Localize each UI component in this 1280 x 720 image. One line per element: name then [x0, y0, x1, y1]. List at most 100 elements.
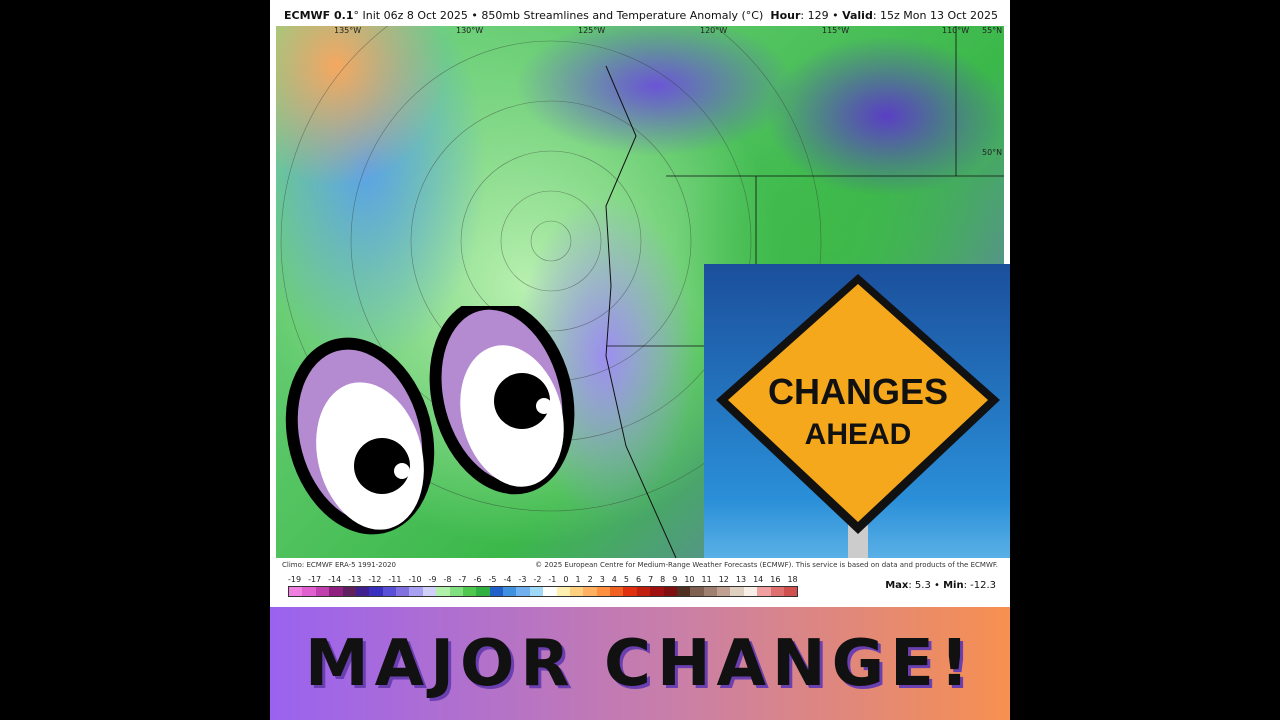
climo-credit: Climo: ECMWF ERA-5 1991-2020: [282, 561, 396, 569]
sign-line2: AHEAD: [805, 418, 912, 451]
scale-tick: -17: [308, 575, 322, 584]
scale-swatch: [476, 587, 490, 596]
valid-label: Valid: [842, 9, 873, 22]
scale-tick: 16: [770, 575, 781, 584]
hour-value: : 129 •: [800, 9, 843, 22]
scale-tick: -19: [288, 575, 302, 584]
scale-swatch: [583, 587, 597, 596]
lat-label: 50°N: [982, 148, 1003, 157]
scale-tick: -11: [388, 575, 402, 584]
scale-swatch: [369, 587, 383, 596]
scale-tick: -2: [533, 575, 542, 584]
scale-tick: 4: [611, 575, 617, 584]
scale-tick: -5: [488, 575, 497, 584]
borders: [606, 175, 1004, 347]
lat-label: 55°N: [982, 26, 1003, 35]
scale-swatch: [329, 587, 343, 596]
scale-swatch: [623, 587, 637, 596]
hour-label: Hour: [770, 9, 801, 22]
scale-tick: -6: [473, 575, 482, 584]
scale-swatch: [783, 587, 798, 596]
scale-swatch: [690, 587, 704, 596]
scale-tick: -3: [518, 575, 527, 584]
scale-tick: 10: [684, 575, 695, 584]
scale-swatch: [436, 587, 450, 596]
scale-tick: 2: [587, 575, 593, 584]
scale-swatch: [743, 587, 758, 596]
scale-tick: -9: [428, 575, 437, 584]
map-header: ECMWF 0.1° Init 06z 8 Oct 2025 • 850mb S…: [284, 9, 998, 22]
scale-tick: -10: [408, 575, 422, 584]
scale-swatch: [462, 587, 477, 596]
model-name: ECMWF 0.1: [284, 9, 354, 22]
scale-tick: 7: [648, 575, 654, 584]
lon-label: 115°W: [822, 26, 850, 35]
scale-tick: -14: [328, 575, 342, 584]
scale-tick: 0: [563, 575, 569, 584]
scale-swatch: [342, 587, 356, 596]
scale-tick: -1: [548, 575, 557, 584]
scale-swatch: [409, 587, 423, 596]
scale-swatch: [636, 587, 651, 596]
streamlines: [280, 26, 1004, 558]
lon-label: 120°W: [700, 26, 728, 35]
scale-tick: -12: [368, 575, 382, 584]
scale-swatch: [355, 587, 370, 596]
left-eye: [285, 337, 435, 535]
scale-swatch: [569, 587, 584, 596]
cartoon-eyes: [282, 297, 582, 558]
scale-swatch: [543, 587, 557, 596]
right-eye: [429, 297, 575, 495]
scale-swatch: [503, 587, 517, 596]
scale-tick: -4: [503, 575, 512, 584]
scale-swatch: [529, 587, 544, 596]
scale-swatch: [556, 587, 570, 596]
scale-tick: 12: [718, 575, 729, 584]
scale-swatch: [650, 587, 664, 596]
scale-swatch: [703, 587, 717, 596]
sign-line1: CHANGES: [768, 371, 948, 412]
scale-tick: 3: [599, 575, 605, 584]
scale-swatch: [516, 587, 530, 596]
lon-label: 135°W: [334, 26, 362, 35]
lon-label: 125°W: [578, 26, 606, 35]
coastline: [605, 65, 677, 558]
scale-tick: 14: [753, 575, 764, 584]
lon-label: 110°W: [942, 26, 970, 35]
scale-swatch: [676, 587, 691, 596]
changes-ahead-sign-image: CHANGES AHEAD: [704, 264, 1010, 558]
scale-swatch: [315, 587, 330, 596]
scale-swatch: [422, 587, 437, 596]
scale-swatch: [489, 587, 503, 596]
max-min-readout: Max: 5.3 • Min: -12.3: [885, 580, 996, 591]
valid-value: : 15z Mon 13 Oct 2025: [872, 9, 998, 22]
scale-swatch: [302, 587, 316, 596]
scale-tick: 18: [787, 575, 798, 584]
scale-tick: -8: [443, 575, 452, 584]
scale-tick: 5: [623, 575, 629, 584]
scale-swatch: [382, 587, 396, 596]
copyright: © 2025 European Centre for Medium-Range …: [535, 561, 998, 569]
color-scale: -19 -17 -14 -13 -12 -11 -10 -9 -8 -7 -6 -5 -4 -3 -2 -1 0…: [288, 575, 798, 597]
scale-swatch: [717, 587, 731, 596]
scale-swatch: [610, 587, 624, 596]
scale-tick: 1: [575, 575, 581, 584]
scale-tick: 8: [660, 575, 666, 584]
scale-swatch: [770, 587, 784, 596]
scale-swatch: [663, 587, 677, 596]
scale-swatch: [289, 587, 303, 596]
scale-swatch: [730, 587, 744, 596]
title-banner: MAJOR CHANGE!: [270, 607, 1010, 720]
scale-tick: -13: [348, 575, 362, 584]
scale-swatch: [596, 587, 610, 596]
banner-text: MAJOR CHANGE!: [304, 626, 976, 701]
scale-tick: 9: [672, 575, 678, 584]
lon-label: 130°W: [456, 26, 484, 35]
thumbnail-panel: ECMWF 0.1° Init 06z 8 Oct 2025 • 850mb S…: [270, 0, 1010, 720]
scale-tick: -7: [458, 575, 467, 584]
scale-swatch: [449, 587, 463, 596]
scale-tick: 13: [735, 575, 747, 584]
scale-tick: 11: [701, 575, 712, 584]
map-title: ° Init 06z 8 Oct 2025 • 850mb Streamline…: [353, 9, 764, 22]
map-credits: Climo: ECMWF ERA-5 1991-2020 © 2025 Euro…: [282, 561, 998, 569]
